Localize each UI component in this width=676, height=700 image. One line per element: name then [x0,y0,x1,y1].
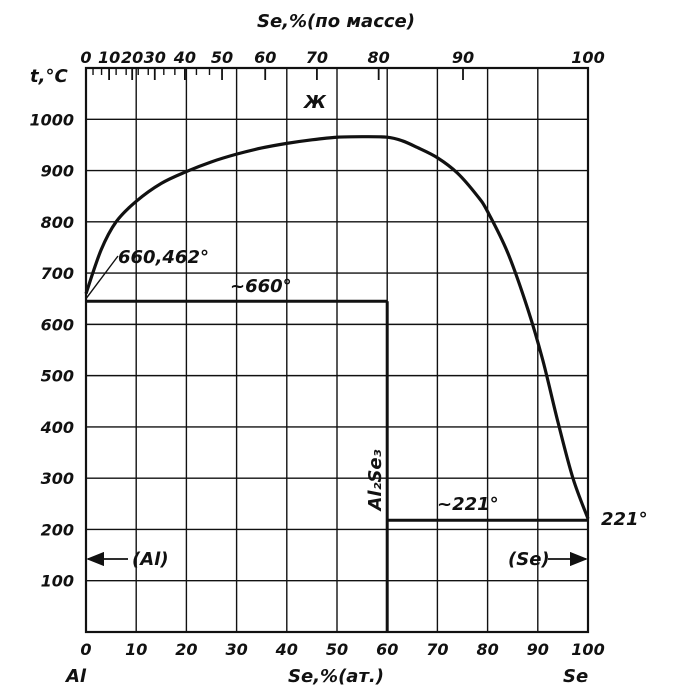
x-tick-label: 60 [376,640,398,659]
left-end-label: Al [64,666,87,687]
top-tick-label: 30 [144,48,166,67]
x-tick-label: 20 [175,640,197,659]
plot-frame [84,66,590,634]
x-axis-title: Se,%(ат.) [288,666,384,687]
left-eutectic-temperature-label: 660,462° [118,247,209,268]
compound-label: Al₂Se₃ [365,449,386,512]
y-tick-label: 300 [41,469,74,488]
top-tick-label: 70 [306,48,328,67]
top-tick-label: 0 [80,48,91,67]
tick-labels: 0 10 20 30 40 50 60 70 80 90 100100200300400500600… [29,48,604,659]
x-tick-label: 0 [80,640,91,659]
right-end-label: Se [563,666,588,687]
left-plateau-label: ~660° [230,276,292,297]
phase-lines [84,135,590,632]
x-tick-label: 40 [275,640,298,659]
x-tick-label: 70 [426,640,448,659]
top-tick-label: 80 [368,48,390,67]
y-tick-label: 400 [40,418,74,437]
y-tick-label: 1000 [29,110,74,129]
al-phase-label: (Al) [132,549,169,570]
top-tick-label: 40 [173,48,196,67]
top-tick-label: 100 [571,48,604,67]
y-tick-label: 900 [41,162,74,181]
x-tick-label: 30 [225,640,247,659]
y-tick-label: 800 [41,213,74,232]
x-tick-label: 50 [326,640,348,659]
y-tick-label: 600 [41,315,74,334]
y-tick-label: 200 [41,520,74,539]
top-tick-label: 90 [452,48,474,67]
liquidus-curve [84,135,590,520]
x-tick-label: 10 [125,640,147,659]
right-plateau-label: ~221° [437,494,499,515]
leader-line [85,255,119,300]
y-axis-title: t,°C [30,66,68,87]
top-axis-title: Se,%(по массе) [257,11,415,32]
grid [86,68,588,632]
x-tick-label: 100 [571,640,604,659]
top-tick-label: 60 [254,48,276,67]
axis-ticks [85,68,589,80]
x-tick-label: 90 [527,640,549,659]
liquid-region-label: Ж [302,92,327,113]
top-tick-label: 20 [121,48,143,67]
x-tick-label: 80 [476,640,498,659]
y-tick-label: 500 [41,367,74,386]
se-melting-point-label: 221° [601,509,648,530]
y-tick-label: 700 [41,264,74,283]
y-tick-label: 100 [41,572,74,591]
se-phase-label: (Se) [508,549,550,570]
top-tick-label: 50 [211,48,233,67]
top-tick-label: 10 [98,48,120,67]
